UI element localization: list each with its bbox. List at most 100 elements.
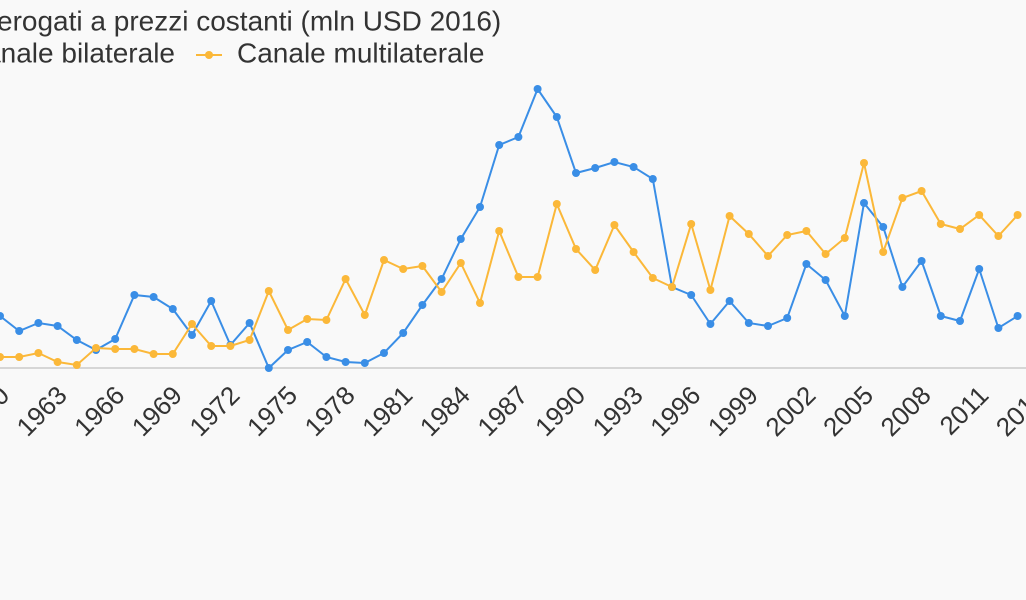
data-point xyxy=(226,342,235,350)
data-point xyxy=(207,342,216,350)
data-point xyxy=(610,221,619,229)
data-point xyxy=(360,359,369,367)
data-point xyxy=(437,288,446,296)
data-point xyxy=(533,85,542,93)
data-point xyxy=(264,287,273,295)
data-point xyxy=(130,345,139,353)
data-point xyxy=(72,361,81,369)
x-tick-label: 1978 xyxy=(299,380,361,442)
x-tick-label: 1975 xyxy=(241,380,303,442)
data-point xyxy=(898,283,907,291)
x-tick-label: 1981 xyxy=(356,380,418,442)
data-point xyxy=(956,317,964,325)
data-point xyxy=(936,220,945,228)
x-tick-label: 2014 xyxy=(990,380,1026,442)
data-point xyxy=(92,344,100,352)
data-point xyxy=(821,276,830,284)
x-tick-label: 1984 xyxy=(414,380,476,442)
data-point xyxy=(188,320,196,328)
data-point xyxy=(764,252,772,260)
x-tick-label: 1966 xyxy=(68,380,130,442)
data-point xyxy=(975,265,984,273)
legend-marker xyxy=(205,51,213,59)
data-point xyxy=(725,212,734,220)
data-point xyxy=(648,175,657,183)
data-point xyxy=(610,158,619,166)
x-tick-label: 1993 xyxy=(587,380,649,442)
data-point xyxy=(994,324,1003,332)
data-point xyxy=(744,230,753,238)
data-point xyxy=(456,235,465,243)
series-line xyxy=(0,162,1019,367)
data-point xyxy=(840,234,849,242)
data-point xyxy=(53,358,62,366)
data-point xyxy=(917,257,926,265)
data-point xyxy=(495,227,504,235)
data-point xyxy=(898,194,907,202)
series-line xyxy=(0,86,1019,370)
data-point xyxy=(917,187,926,195)
data-point xyxy=(360,311,369,319)
legend-label: anale bilaterale xyxy=(0,37,175,68)
data-point xyxy=(0,312,4,320)
data-point xyxy=(476,299,484,307)
data-point xyxy=(303,338,312,346)
data-point xyxy=(188,331,196,339)
data-point xyxy=(1013,312,1022,320)
data-point xyxy=(341,358,350,366)
data-point xyxy=(111,335,120,343)
data-point xyxy=(706,320,715,328)
data-point xyxy=(149,293,158,301)
data-point xyxy=(725,297,734,305)
data-point xyxy=(860,199,868,207)
x-tick-label: 1987 xyxy=(471,380,533,442)
data-point xyxy=(149,350,158,358)
data-point xyxy=(572,169,580,177)
data-point xyxy=(437,275,446,283)
x-tick-label: 1963 xyxy=(11,380,73,442)
data-point xyxy=(552,113,561,121)
data-point xyxy=(956,225,964,233)
data-point xyxy=(994,232,1003,240)
data-point xyxy=(572,245,580,253)
legend-label: Canale multilaterale xyxy=(237,37,484,68)
data-point xyxy=(0,353,4,361)
data-point xyxy=(245,319,254,327)
x-tick-label: 1972 xyxy=(183,380,245,442)
data-point xyxy=(879,223,888,231)
data-point xyxy=(629,163,638,171)
data-point xyxy=(418,262,427,270)
data-point xyxy=(802,227,811,235)
data-point xyxy=(207,297,216,305)
x-tick-label: 2011 xyxy=(934,380,995,441)
data-point xyxy=(514,273,523,281)
data-point xyxy=(821,250,830,258)
data-point xyxy=(668,283,676,291)
data-point xyxy=(264,364,273,372)
data-point xyxy=(783,314,792,322)
data-point xyxy=(34,349,43,357)
data-point xyxy=(418,301,427,309)
data-point xyxy=(783,231,792,239)
data-point xyxy=(380,256,388,264)
data-point xyxy=(15,353,24,361)
data-point xyxy=(840,312,849,320)
x-tick-label: 1960 xyxy=(0,380,15,442)
data-point xyxy=(53,322,62,330)
data-point xyxy=(648,274,657,282)
x-tick-label: 1990 xyxy=(529,380,591,442)
data-point xyxy=(322,316,331,324)
data-point xyxy=(168,305,177,313)
chart-title: erogati a prezzi costanti (mln USD 2016) xyxy=(0,5,501,36)
data-point xyxy=(533,273,542,281)
data-point xyxy=(168,350,177,358)
data-point xyxy=(744,319,753,327)
data-point xyxy=(1013,211,1022,219)
data-point xyxy=(284,326,292,334)
data-point xyxy=(879,248,888,256)
data-point xyxy=(860,159,868,167)
data-point xyxy=(476,203,484,211)
x-tick-label: 1999 xyxy=(702,380,764,442)
